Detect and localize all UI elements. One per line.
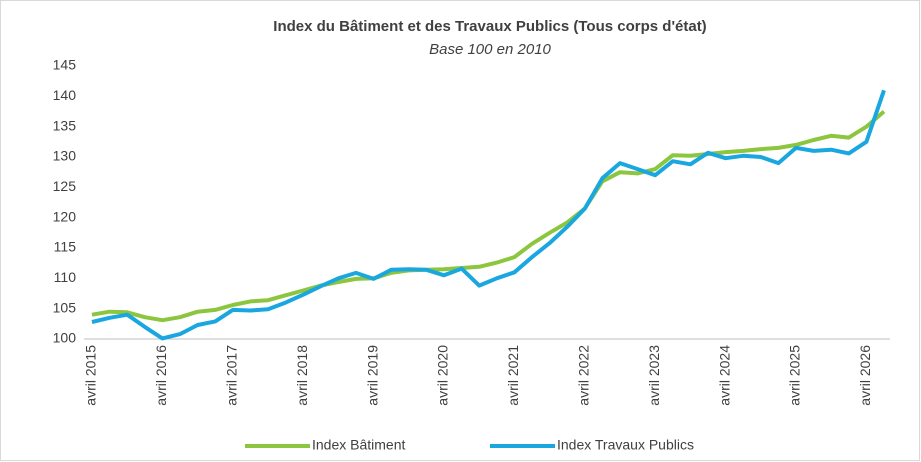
- x-tick-label: avril 2019: [364, 345, 380, 406]
- x-tick-label: avril 2021: [505, 345, 521, 406]
- x-tick-label: avril 2026: [857, 345, 873, 406]
- chart-title: Index du Bâtiment et des Travaux Publics…: [273, 18, 706, 35]
- chart-subtitle: Base 100 en 2010: [429, 41, 551, 58]
- y-tick-label: 145: [53, 57, 77, 73]
- y-tick-label: 125: [53, 178, 77, 194]
- y-tick-label: 115: [54, 239, 77, 255]
- x-tick-label: avril 2020: [435, 345, 451, 406]
- y-tick-label: 105: [53, 299, 77, 315]
- y-tick-label: 120: [53, 208, 77, 224]
- x-tick-label: avril 2016: [153, 345, 169, 406]
- y-tick-label: 130: [53, 148, 77, 164]
- y-tick-label: 140: [53, 87, 77, 103]
- legend-label: Index Bâtiment: [312, 437, 405, 453]
- x-tick-label: avril 2015: [83, 345, 99, 406]
- x-tick-label: avril 2023: [646, 345, 662, 406]
- x-tick-label: avril 2025: [787, 345, 803, 406]
- line-series: [91, 109, 886, 323]
- y-tick-label: 100: [53, 330, 77, 346]
- y-tick-label: 135: [53, 117, 77, 133]
- x-tick-label: avril 2018: [294, 345, 310, 406]
- y-tick-label: 110: [54, 269, 77, 285]
- x-tick-label: avril 2024: [716, 345, 732, 406]
- legend-label: Index Travaux Publics: [557, 437, 694, 453]
- x-tick-label: avril 2017: [224, 345, 240, 406]
- line-series: [91, 89, 886, 341]
- x-tick-label: avril 2022: [576, 345, 592, 406]
